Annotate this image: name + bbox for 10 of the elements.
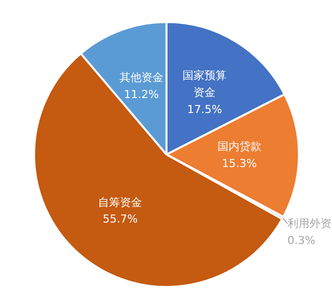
- data-label: 55.7%: [102, 212, 138, 226]
- data-label: 11.2%: [124, 88, 159, 102]
- slice-label: 其他资金: [119, 71, 164, 84]
- data-label: 0.3%: [287, 234, 316, 247]
- slice-label: 国内贷款: [217, 140, 262, 154]
- slice-label: 国家预算资金: [182, 68, 227, 99]
- slice-label: 自筹资金: [98, 196, 142, 209]
- data-label: 17.5%: [187, 102, 222, 116]
- slice-label: 利用外资: [287, 217, 332, 230]
- data-label: 15.3%: [222, 157, 257, 170]
